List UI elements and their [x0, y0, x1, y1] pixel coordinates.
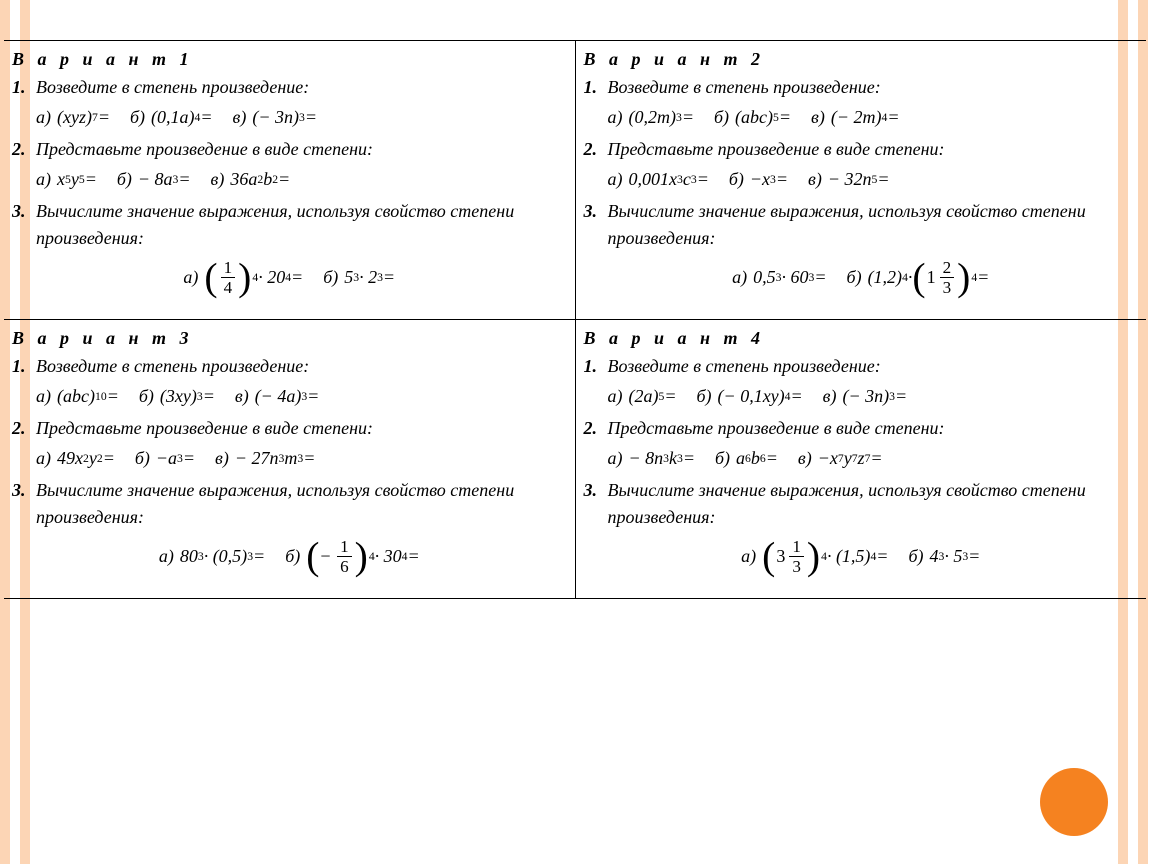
- expr-2b: б)a6b6 =: [715, 448, 778, 469]
- expr-2a: а)− 8n3k3 =: [608, 448, 696, 469]
- variant-cell-2: В а р и а н т 2 1.Возведите в степень пр…: [575, 41, 1146, 320]
- variant-title: В а р и а н т 3: [12, 328, 567, 349]
- task-2-exprs: а)49x2y2 = б)− a3 = в)− 27n3m3 =: [12, 448, 567, 469]
- page-content: В а р и а н т 1 1.Возведите в степень пр…: [0, 0, 1150, 599]
- expr-1v: в)(− 4a)3 =: [235, 386, 319, 407]
- variant-title: В а р и а н т 4: [584, 328, 1139, 349]
- task-3: 3.Вычислите значение выражения, использу…: [584, 198, 1139, 252]
- expr-1b: б)(− 0,1xy)4 =: [697, 386, 803, 407]
- task-1-exprs: а)(0,2m)3 = б)(abc)5 = в)(− 2m)4 =: [584, 107, 1139, 128]
- expr-2v: в)− x7y7z7 =: [798, 448, 883, 469]
- expr-1v: в)(− 3n)3 =: [823, 386, 907, 407]
- task-3-exprs: а)0,53 · 603 = б)(1,2)4 · 1234 =: [584, 258, 1139, 297]
- expr-2v: в)− 27n3m3 =: [215, 448, 315, 469]
- task-1: 1.Возведите в степень произведение:: [12, 74, 567, 101]
- variant-title: В а р и а н т 1: [12, 49, 567, 70]
- task-3-exprs: а) 3134 · (1,5)4 = б)43 · 53 =: [584, 537, 1139, 576]
- task-2: 2.Представьте произведение в виде степен…: [12, 415, 567, 442]
- variant-title: В а р и а н т 2: [584, 49, 1139, 70]
- expr-1b: б)(0,1a)4 =: [130, 107, 213, 128]
- variant-cell-1: В а р и а н т 1 1.Возведите в степень пр…: [4, 41, 575, 320]
- expr-1v: в)(− 3n)3 =: [233, 107, 317, 128]
- task-3-exprs: а)803 · (0,5)3 = б) − 164 · 304 =: [12, 537, 567, 576]
- task-2-exprs: а)− 8n3k3 = б)a6b6 = в)− x7y7z7 =: [584, 448, 1139, 469]
- task-3-exprs: а) 144 · 204 = б)53 · 23 =: [12, 258, 567, 297]
- task-1: 1.Возведите в степень произведение:: [12, 353, 567, 380]
- task-2: 2.Представьте произведение в виде степен…: [12, 136, 567, 163]
- task-1: 1.Возведите в степень произведение:: [584, 353, 1139, 380]
- expr-1a: а)(xyz)7 =: [36, 107, 110, 128]
- expr-3a: а) 3134 · (1,5)4 =: [741, 537, 888, 576]
- expr-3b: б)43 · 53 =: [908, 546, 980, 567]
- expr-2b: б)− 8a3 =: [117, 169, 191, 190]
- variant-cell-3: В а р и а н т 3 1.Возведите в степень пр…: [4, 320, 575, 599]
- expr-1b: б)(abc)5 =: [714, 107, 791, 128]
- task-1: 1.Возведите в степень произведение:: [584, 74, 1139, 101]
- expr-2v: в)− 32n5 =: [808, 169, 889, 190]
- task-1-exprs: а)(xyz)7 = б)(0,1a)4 = в)(− 3n)3 =: [12, 107, 567, 128]
- task-3: 3.Вычислите значение выражения, использу…: [12, 198, 567, 252]
- expr-3a: а) 144 · 204 =: [183, 258, 303, 297]
- expr-2b: б)− x3 =: [729, 169, 788, 190]
- accent-circle-icon: [1040, 768, 1108, 836]
- expr-3b: б)(1,2)4 · 1234 =: [847, 258, 990, 297]
- expr-2a: а)x5y5 =: [36, 169, 97, 190]
- expr-3a: а)0,53 · 603 =: [732, 267, 826, 288]
- task-2-exprs: а)0,001x3c3 = б)− x3 = в)− 32n5 =: [584, 169, 1139, 190]
- expr-1a: а)(abc)10 =: [36, 386, 119, 407]
- expr-1b: б)(3xy)3 =: [139, 386, 215, 407]
- expr-1a: а)(2a)5 =: [608, 386, 677, 407]
- expr-2a: а)0,001x3c3 =: [608, 169, 709, 190]
- task-2-exprs: а)x5y5 = б)− 8a3 = в)36a2b2 =: [12, 169, 567, 190]
- expr-2b: б)− a3 =: [135, 448, 195, 469]
- expr-2a: а)49x2y2 =: [36, 448, 115, 469]
- variant-cell-4: В а р и а н т 4 1.Возведите в степень пр…: [575, 320, 1146, 599]
- expr-1a: а)(0,2m)3 =: [608, 107, 695, 128]
- task-2: 2.Представьте произведение в виде степен…: [584, 136, 1139, 163]
- task-3: 3.Вычислите значение выражения, использу…: [12, 477, 567, 531]
- task-2: 2.Представьте произведение в виде степен…: [584, 415, 1139, 442]
- expr-3a: а)803 · (0,5)3 =: [159, 546, 265, 567]
- variant-grid: В а р и а н т 1 1.Возведите в степень пр…: [4, 40, 1146, 599]
- expr-3b: б)53 · 23 =: [323, 267, 395, 288]
- task-3: 3.Вычислите значение выражения, использу…: [584, 477, 1139, 531]
- task-1-exprs: а)(abc)10 = б)(3xy)3 = в)(− 4a)3 =: [12, 386, 567, 407]
- expr-3b: б) − 164 · 304 =: [285, 537, 419, 576]
- task-1-exprs: а)(2a)5 = б)(− 0,1xy)4 = в)(− 3n)3 =: [584, 386, 1139, 407]
- expr-2v: в)36a2b2 =: [211, 169, 291, 190]
- expr-1v: в)(− 2m)4 =: [811, 107, 899, 128]
